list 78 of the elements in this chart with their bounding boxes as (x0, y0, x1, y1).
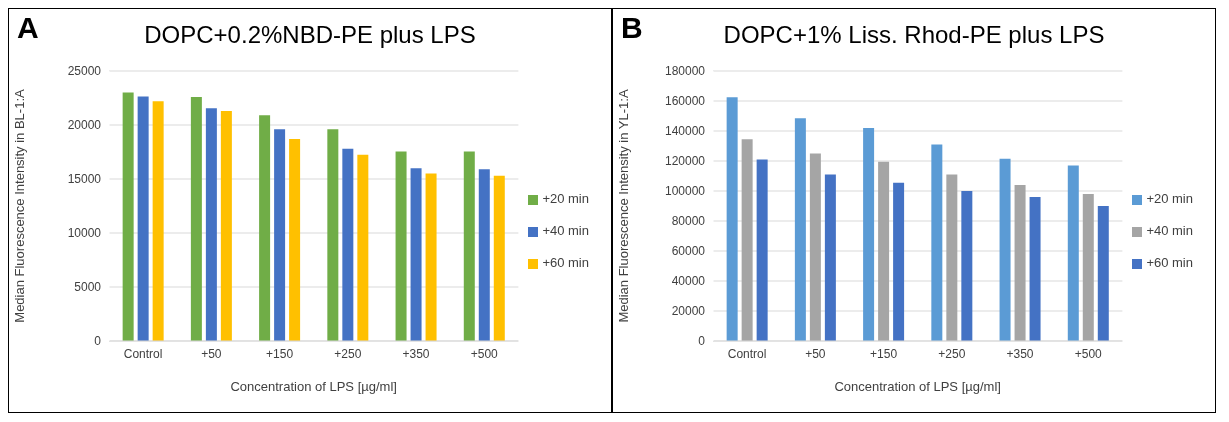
bar (946, 174, 958, 341)
bar (1067, 165, 1079, 341)
bar (1014, 185, 1026, 341)
bar (756, 159, 768, 341)
bar (863, 128, 875, 341)
y-axis-title: Median Fluorescence Intensity in BL-1:A (11, 88, 27, 323)
x-tick-label: Control (123, 346, 163, 361)
bar (463, 151, 475, 341)
y-tick-label: 120000 (664, 154, 706, 169)
y-tick-label: 5000 (74, 280, 102, 295)
y-tick-label: 160000 (664, 94, 706, 109)
x-tick-label: Control (727, 346, 767, 361)
text: B (621, 11, 643, 45)
bar (741, 139, 753, 341)
bar (190, 96, 202, 341)
x-tick-label: +250 (938, 346, 966, 361)
y-tick-label: 100000 (664, 184, 706, 199)
x-tick-label: +150 (870, 346, 898, 361)
legend-label: +60 min (1146, 255, 1193, 270)
bar (1097, 206, 1109, 341)
bar (794, 118, 806, 341)
y-tick-label: 15000 (67, 172, 102, 187)
x-tick-label: +250 (334, 346, 362, 361)
bar (809, 153, 821, 341)
bar (726, 97, 738, 341)
x-tick-label: +350 (402, 346, 430, 361)
bar (259, 115, 271, 341)
bar (205, 108, 217, 341)
y-tick-label: 40000 (671, 274, 706, 289)
y-tick-label: 60000 (671, 244, 706, 259)
bar (220, 110, 232, 341)
bar (893, 182, 905, 341)
bar (410, 168, 422, 341)
bar (122, 92, 134, 341)
bar (152, 101, 164, 341)
bar (137, 96, 149, 341)
y-tick-label: 0 (94, 334, 102, 349)
x-tick-label: +50 (201, 346, 222, 361)
chart-title: DOPC+1% Liss. Rhod-PE plus LPS (723, 21, 1105, 48)
x-axis-title: Concentration of LPS [µg/ml] (834, 379, 1001, 394)
x-tick-label: +500 (1074, 346, 1103, 361)
y-tick-label: 0 (698, 334, 706, 349)
y-tick-label: 140000 (664, 124, 706, 139)
bar (425, 173, 437, 341)
y-tick-label: 20000 (67, 118, 102, 133)
x-axis-title: Concentration of LPS [µg/ml] (230, 379, 397, 394)
y-tick-label: 25000 (67, 64, 102, 79)
legend-label: +60 min (542, 255, 589, 270)
text: A (17, 11, 39, 45)
bar (1082, 194, 1094, 341)
bar (395, 151, 407, 341)
x-tick-label: +500 (470, 346, 499, 361)
legend-label: +40 min (1146, 223, 1193, 238)
bar (478, 169, 490, 341)
bar (1029, 197, 1041, 341)
x-tick-label: +50 (805, 346, 826, 361)
legend-label: +20 min (542, 191, 589, 206)
bar (961, 191, 973, 341)
chart-title: DOPC+0.2%NBD-PE plus LPS (144, 21, 476, 48)
x-tick-label: +150 (266, 346, 294, 361)
bar (824, 174, 836, 341)
legend-label: +40 min (542, 223, 589, 238)
y-tick-label: 10000 (67, 226, 102, 241)
bar (289, 139, 301, 341)
y-tick-label: 80000 (671, 214, 706, 229)
legend-label: +20 min (1146, 191, 1193, 206)
bar (357, 154, 369, 341)
bar (327, 129, 339, 341)
bar (274, 129, 286, 341)
y-tick-label: 180000 (664, 64, 706, 79)
x-tick-label: +350 (1006, 346, 1034, 361)
bar (999, 158, 1011, 341)
bar (878, 161, 890, 341)
bar (931, 144, 943, 341)
bar (342, 148, 354, 341)
y-tick-label: 20000 (671, 304, 706, 319)
bar (493, 175, 505, 341)
y-axis-title: Median Fluorescence Intensity in YL-1:A (615, 89, 631, 323)
